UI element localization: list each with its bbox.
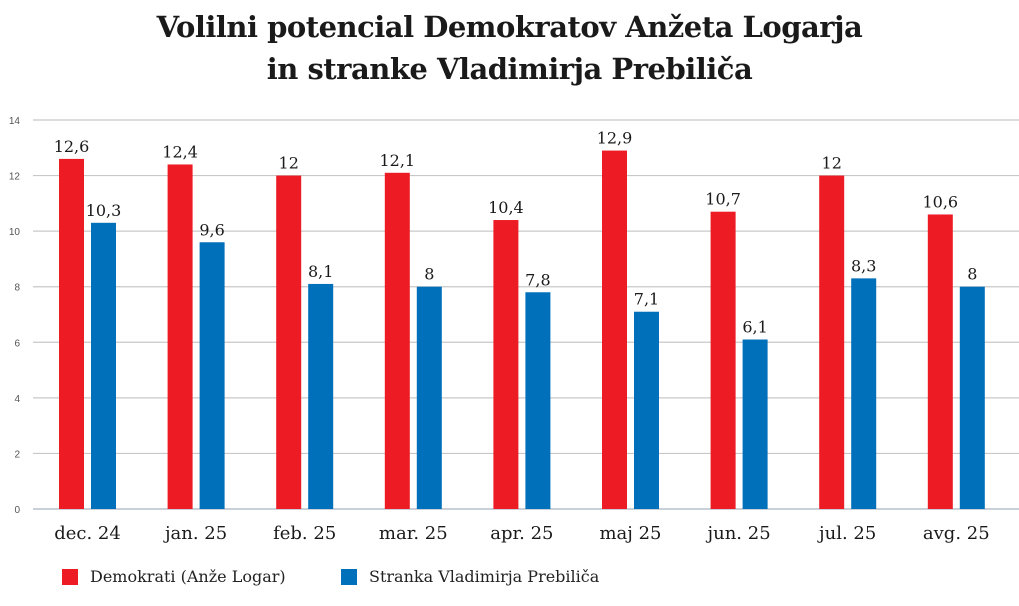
bar-prebilic-7 <box>851 278 877 509</box>
x-tick-label-0: dec. 24 <box>54 523 121 544</box>
data-label-prebilic-7: 8,3 <box>851 256 876 275</box>
legend-label-prebilic: Stranka Vladimirja Prebiliča <box>369 567 600 586</box>
y-tick-label-2: 2 <box>14 449 20 460</box>
x-tick-label-5: maj 25 <box>599 523 661 544</box>
bar-demokrati-0 <box>59 158 84 509</box>
data-label-prebilic-1: 9,6 <box>199 220 224 239</box>
bar-prebilic-0 <box>91 222 116 510</box>
bar-demokrati-4 <box>493 220 519 509</box>
bar-prebilic-4 <box>525 292 551 509</box>
legend-item-prebilic: Stranka Vladimirja Prebiliča <box>341 567 599 586</box>
data-label-prebilic-0: 10,3 <box>86 201 122 220</box>
data-label-prebilic-4: 7,8 <box>525 270 550 289</box>
bar-prebilic-1 <box>199 242 225 509</box>
bar-demokrati-7 <box>819 175 845 510</box>
y-tick-label-8: 8 <box>14 283 20 294</box>
bar-demokrati-3 <box>384 172 410 510</box>
y-tick-label-10: 10 <box>9 227 21 238</box>
data-label-demokrati-1: 12,4 <box>162 142 198 161</box>
chart-title: Volilni potencial Demokratov Anžeta Loga… <box>0 6 1019 90</box>
y-tick-label-0: 0 <box>14 505 20 516</box>
bar-prebilic-8 <box>959 286 985 509</box>
bar-demokrati-5 <box>602 150 627 510</box>
y-tick-label-14: 14 <box>9 116 21 127</box>
x-tick-label-6: jun. 25 <box>706 523 771 544</box>
data-label-demokrati-5: 12,9 <box>597 129 633 148</box>
bar-prebilic-3 <box>416 286 442 509</box>
legend-swatch-prebilic <box>341 568 357 585</box>
bar-demokrati-8 <box>927 214 953 509</box>
data-label-demokrati-2: 12 <box>279 154 299 173</box>
x-tick-label-8: avg. 25 <box>923 523 990 544</box>
legend-swatch-demokrati <box>62 568 78 585</box>
x-tick-label-4: apr. 25 <box>490 523 553 544</box>
y-tick-label-6: 6 <box>14 338 20 349</box>
bar-demokrati-2 <box>276 175 302 510</box>
y-tick-label-12: 12 <box>9 172 21 183</box>
data-label-prebilic-8: 8 <box>967 265 977 284</box>
data-label-prebilic-5: 7,1 <box>634 290 659 309</box>
bar-prebilic-5 <box>634 311 659 509</box>
x-tick-label-3: mar. 25 <box>379 523 448 544</box>
bar-prebilic-2 <box>308 283 334 509</box>
x-tick-label-1: jan. 25 <box>163 523 227 544</box>
data-label-prebilic-3: 8 <box>424 265 434 284</box>
data-label-demokrati-0: 12,6 <box>54 137 90 156</box>
data-label-demokrati-8: 10,6 <box>922 192 958 211</box>
chart-title-line-1: Volilni potencial Demokratov Anžeta Loga… <box>156 10 863 44</box>
y-tick-label-4: 4 <box>14 394 20 405</box>
x-tick-label-7: jul. 25 <box>817 523 876 544</box>
bar-prebilic-6 <box>742 339 768 509</box>
data-label-prebilic-2: 8,1 <box>308 262 333 281</box>
bar-demokrati-6 <box>710 211 736 509</box>
chart-title-line-2: in stranke Vladimirja Prebiliča <box>266 52 753 86</box>
legend-label-demokrati: Demokrati (Anže Logar) <box>90 567 286 586</box>
data-label-prebilic-6: 6,1 <box>742 318 767 337</box>
data-label-demokrati-6: 10,7 <box>705 190 741 209</box>
bar-demokrati-1 <box>167 164 193 509</box>
legend-item-demokrati: Demokrati (Anže Logar) <box>62 567 286 586</box>
x-tick-label-2: feb. 25 <box>273 523 336 544</box>
data-label-demokrati-7: 12 <box>822 154 842 173</box>
data-label-demokrati-3: 12,1 <box>379 151 415 170</box>
data-label-demokrati-4: 10,4 <box>488 198 524 217</box>
